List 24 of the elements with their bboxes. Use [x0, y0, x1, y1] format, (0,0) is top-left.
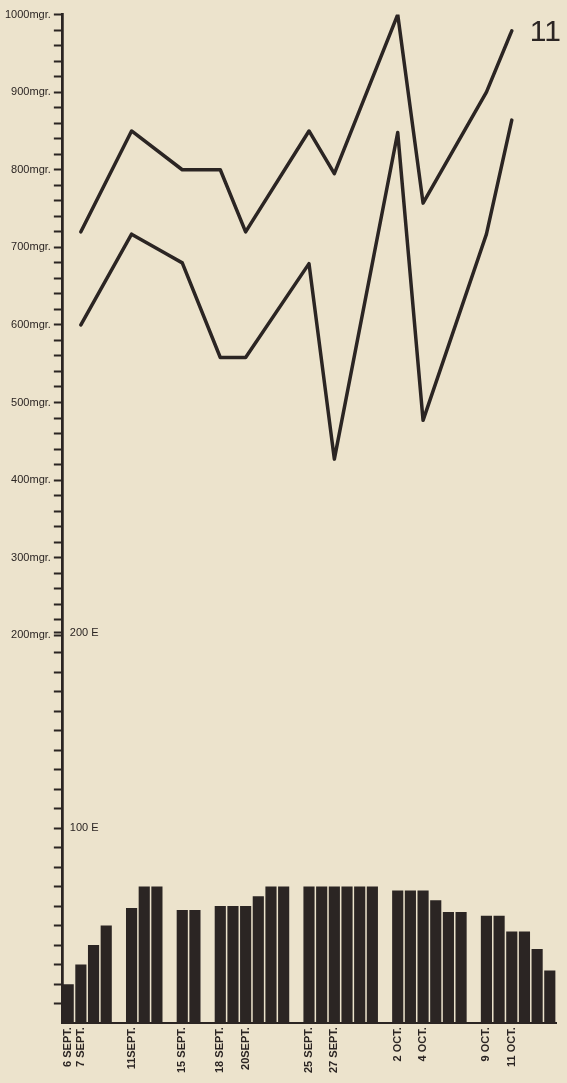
y2-tick-label: 100 E: [69, 821, 99, 834]
y-tick-label: 300mgr.: [11, 550, 51, 563]
x-tick-label: 2 OCT.: [390, 1027, 403, 1062]
x-tick-label: 9 OCT.: [479, 1027, 492, 1062]
x-tick-label: 20SEPT.: [238, 1027, 251, 1070]
y-tick-label: 400mgr.: [11, 473, 51, 486]
x-tick-label: 18 SEPT.: [213, 1027, 226, 1073]
x-tick-label: 27 SEPT.: [327, 1027, 340, 1073]
y-tick-label: 500mgr.: [11, 395, 51, 408]
y-tick-label: 700mgr.: [11, 240, 51, 253]
x-tick-label: 4 OCT.: [416, 1027, 429, 1062]
y-tick-label: 800mgr.: [11, 162, 51, 175]
x-tick-label: 11SEPT.: [124, 1027, 137, 1070]
y-tick-label: 900mgr.: [11, 85, 51, 98]
y2-tick-label: 200 E: [69, 626, 99, 639]
x-tick-label: 11 OCT.: [504, 1027, 517, 1067]
y-tick-label: 1000mgr.: [4, 7, 51, 20]
x-tick-label: 25 SEPT.: [302, 1027, 315, 1073]
y-tick-label: 200mgr.: [11, 628, 51, 641]
x-tick-label: 7 SEPT.: [73, 1027, 86, 1067]
x-tick-label: 15 SEPT.: [175, 1027, 188, 1073]
y-tick-label: 600mgr.: [11, 317, 51, 330]
x-tick-label: 6 SEPT.: [61, 1027, 74, 1067]
annotation: 11: [529, 14, 561, 48]
